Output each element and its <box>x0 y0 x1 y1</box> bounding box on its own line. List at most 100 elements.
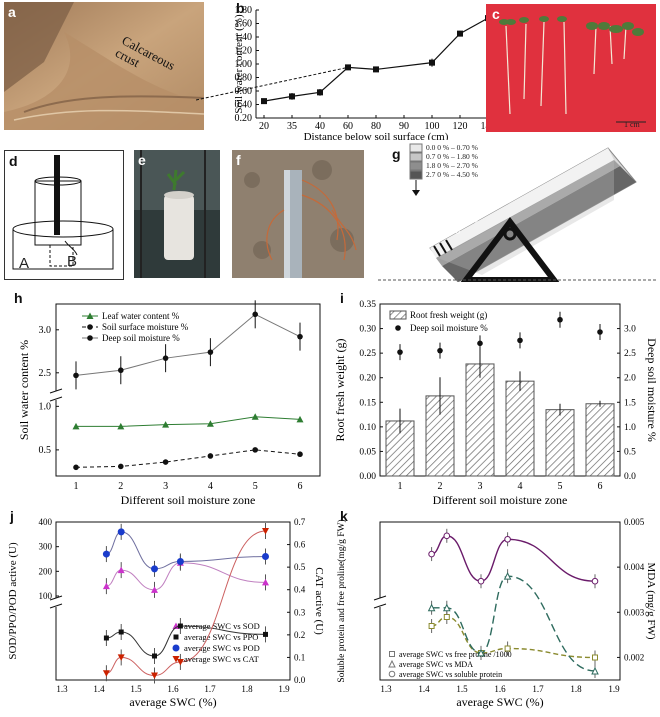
series-curve <box>106 562 266 591</box>
x-tick-label: 1.8 <box>241 684 253 694</box>
y-tick-label: 0.15 <box>359 398 376 408</box>
legend-marker <box>395 325 401 331</box>
bar <box>585 403 615 477</box>
y-tick-label: 0.20 <box>359 374 376 384</box>
x-axis-label: average SWC (%) <box>456 695 543 709</box>
x-axis-label: Different soil moisture zone <box>433 493 568 507</box>
data-point <box>397 349 403 355</box>
y-tick-label-right: 0.7 <box>294 517 306 527</box>
data-point <box>428 550 435 558</box>
legend-marker <box>87 324 93 330</box>
data-point <box>207 453 214 459</box>
x-axis-label: Different soil moisture zone <box>121 493 256 507</box>
axis-break <box>50 598 62 607</box>
y-tick-label: 0.40 <box>235 100 253 111</box>
legend-label: average SWC vs MDA <box>399 660 473 669</box>
panel-e-label: e <box>138 152 146 168</box>
data-point <box>206 420 214 427</box>
axis-break <box>50 391 62 400</box>
x-tick-label: 1.3 <box>380 684 392 694</box>
x-tick-label: 4 <box>518 481 523 492</box>
data-point <box>504 645 511 652</box>
panel-b-label: b <box>236 0 245 16</box>
data-point <box>262 528 269 535</box>
bar <box>505 380 535 477</box>
data-point <box>517 337 523 344</box>
legend-marker <box>173 634 179 640</box>
x-tick-label: 1.7 <box>532 684 544 694</box>
legend-marker <box>388 670 396 678</box>
data-point <box>176 557 184 565</box>
panel-k: k 0.002 0.003 0.004 0.005 1.3 1.4 1.5 1.6 1.7 1.8… <box>330 506 660 712</box>
chart-k-svg: 0.002 0.003 0.004 0.005 1.3 1.4 1.5 1.6 1.7 1.8 1.… <box>336 517 657 709</box>
y-tick-label: 400 <box>39 517 53 527</box>
y-tick-label-right: 0.3 <box>294 607 306 617</box>
legend-marker <box>388 659 396 668</box>
legend-marker <box>389 310 407 320</box>
data-point <box>117 422 125 430</box>
data-point <box>262 553 269 561</box>
x-tick-label: 1.8 <box>570 684 582 694</box>
legend-label: Deep soil moisture % <box>410 323 488 333</box>
panel-c-label: c <box>492 6 500 22</box>
x-axis-label: average SWC (%) <box>129 695 216 709</box>
data-point <box>373 66 379 73</box>
y-tick-label-right: 0.6 <box>294 540 306 550</box>
x-tick-label: 1.9 <box>278 684 290 694</box>
soil-crust-photo <box>4 2 204 130</box>
data-point <box>317 89 323 96</box>
y-tick-label-right: 3.0 <box>624 325 636 335</box>
axis-break-mark <box>49 595 63 601</box>
series-line <box>75 313 301 376</box>
y-tick-label: 0.80 <box>235 73 253 84</box>
pot-schematic <box>12 155 114 270</box>
x-tick-label: 1 <box>74 481 79 492</box>
axis-break-mark <box>49 396 63 402</box>
data-point <box>428 623 435 629</box>
y-axis-label-right: CAT active (U) <box>313 567 325 635</box>
y-tick-label-right: 0.5 <box>624 447 636 457</box>
series-line <box>75 449 301 468</box>
y-tick-label-right: 1.0 <box>624 423 636 433</box>
panel-f-photo: f <box>232 150 364 278</box>
data-point <box>252 447 258 453</box>
y-tick-label: 200 <box>39 566 53 576</box>
legend-label: average SWC vs free proline /1000 <box>399 650 512 659</box>
zone-a-label: A <box>19 255 30 272</box>
scale-bar-label: 1 cm <box>624 120 640 129</box>
panel-j: j 100 200 300 400 0.0 0.1 0.2 0.3 0.4 0.5 0.6 0.7 1.… <box>0 506 330 712</box>
panel-e-photo: e <box>134 150 220 278</box>
data-point <box>72 422 80 430</box>
x-tick-label: 2 <box>118 481 123 492</box>
data-point <box>151 672 158 679</box>
legend-marker <box>389 651 395 657</box>
panel-f-label: f <box>236 152 241 168</box>
y-tick-label-right: 0.4 <box>294 585 306 595</box>
data-point <box>296 415 304 423</box>
y-tick-label: 0.10 <box>359 423 376 433</box>
panel-k-label: k <box>340 508 348 524</box>
x-tick-label: 1.4 <box>418 684 430 694</box>
y-tick-label: 300 <box>39 542 53 552</box>
y-axis-label-right: MDA (mg/g FW) <box>645 563 657 640</box>
axis-break <box>374 598 386 607</box>
data-point <box>251 413 259 420</box>
series-line <box>76 416 301 427</box>
y-tick-label: 0.20 <box>235 113 253 124</box>
x-tick-label: 1.4 <box>93 684 105 694</box>
x-tick-label: 40 <box>315 121 325 132</box>
data-point <box>73 464 79 471</box>
series-curve <box>431 535 596 582</box>
y-tick-label: 0.05 <box>359 447 376 457</box>
legend-marker <box>86 312 94 319</box>
panel-g: g 0.0 0 % – 0.70 % 0.7 0 % – 1.80 % 1.8 … <box>378 140 658 283</box>
zone-b-label: B <box>67 253 78 270</box>
y-tick-label-right: 0.1 <box>294 652 305 662</box>
data-point <box>442 603 451 612</box>
y-tick-label-right: 0.003 <box>624 607 645 617</box>
data-point <box>297 451 303 458</box>
data-point <box>118 629 124 635</box>
x-tick-label: 1.5 <box>456 684 468 694</box>
panel-i-label: i <box>340 290 344 306</box>
data-point <box>152 653 157 659</box>
